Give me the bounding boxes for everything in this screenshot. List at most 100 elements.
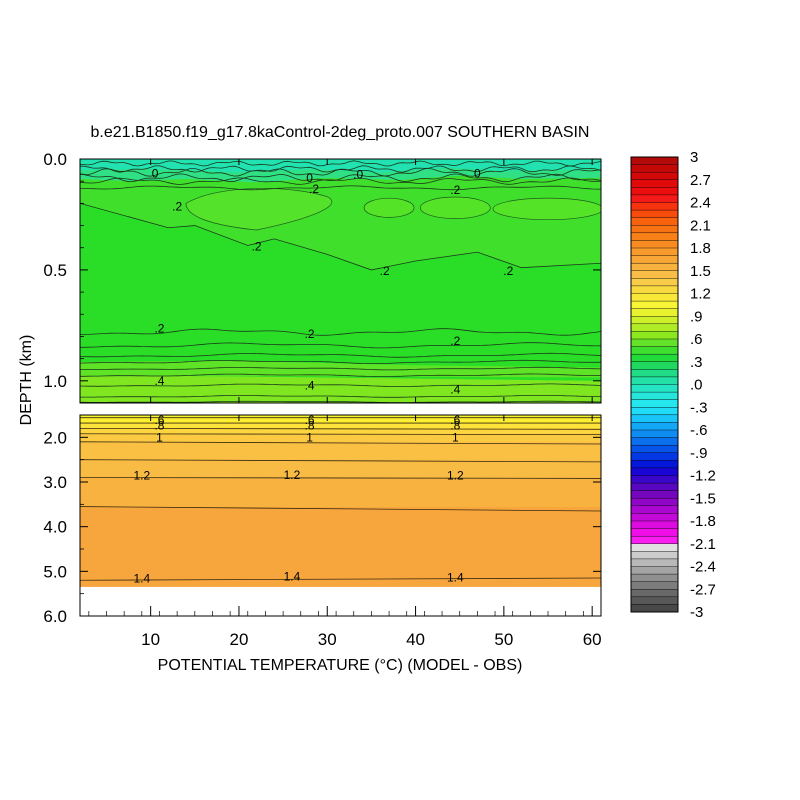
colorbar-label: -2.1 <box>690 536 716 553</box>
colorbar-box <box>630 164 679 173</box>
fill-patch-big <box>185 187 333 231</box>
contour-label: 1 <box>156 430 163 444</box>
colorbar-label: -1.2 <box>690 468 716 485</box>
fill-lower-band-1 <box>80 417 601 424</box>
colorbar-box <box>630 270 679 279</box>
colorbar-box <box>630 551 679 560</box>
upper-contour-lines <box>80 160 601 403</box>
fill-patch-3 <box>492 197 601 221</box>
contour-label: .4 <box>305 378 315 392</box>
contour-label: .8 <box>450 419 460 433</box>
colorbar-box <box>630 520 679 529</box>
colorbar-box <box>630 566 679 575</box>
colorbar-box <box>630 278 679 287</box>
upper-frame <box>79 158 602 404</box>
upper-contour-line-6 <box>80 328 601 336</box>
contour-label: .2 <box>450 183 460 197</box>
lower-contour-labels: .6.6.6.8.8.81 1 11.2 1.2 1.21.4 1.4 1.4 <box>133 413 464 585</box>
fill-lower-band-3 <box>80 428 601 435</box>
colorbar-frame <box>630 156 679 613</box>
y-tick-label: 0.5 <box>43 261 67 280</box>
colorbar-box <box>630 482 679 492</box>
colorbar-box <box>630 528 679 537</box>
colorbar-box <box>630 391 679 401</box>
colorbar-box <box>630 581 679 590</box>
colorbar-box <box>630 232 679 241</box>
y-tick-label: 5.0 <box>43 562 67 581</box>
x-tick-label: 50 <box>494 630 513 649</box>
contour-label: .6 <box>154 413 164 427</box>
lower-panel: .6.6.6.8.8.81 1 11.2 1.2 1.21.4 1.4 1.4 2.03.0… <box>43 159 602 649</box>
contour-label: .4 <box>450 383 460 397</box>
contour-label: .2 <box>380 264 390 278</box>
colorbar-box <box>630 171 679 181</box>
contour-label: 1.2 <box>133 469 150 483</box>
fill-green-band-2 <box>80 360 601 378</box>
contour-label: .2 <box>252 240 262 254</box>
colorbar-box <box>630 225 679 234</box>
colorbar-box <box>630 414 679 423</box>
colorbar-box <box>630 308 679 317</box>
upper-contour-labels: 0 0.0 0.2.2.2.2.2.2.2.2.2.4.4.4 <box>152 166 514 396</box>
contour-label: 1.4 <box>133 571 150 585</box>
contour-label: 0 <box>306 171 313 185</box>
colorbar-box <box>630 422 679 431</box>
colorbar-boxes <box>630 156 679 613</box>
colorbar-box <box>630 247 679 256</box>
y-tick-label: 4.0 <box>43 518 67 537</box>
colorbar-box <box>630 376 679 385</box>
contour-label: 1.4 <box>447 571 464 585</box>
colorbar-box <box>630 217 679 226</box>
colorbar-box <box>630 255 679 264</box>
contour-label: 1.2 <box>284 468 301 482</box>
fill-lower-band-6 <box>80 459 601 479</box>
colorbar-label: 1.5 <box>690 263 711 280</box>
colorbar-label: .3 <box>690 354 703 371</box>
colorbar-box <box>630 513 679 522</box>
colorbar-box <box>630 285 679 294</box>
colorbar-box <box>630 369 679 378</box>
colorbar-label: .9 <box>690 308 703 325</box>
colorbar-label: -1.5 <box>690 490 716 507</box>
lower-contour-line-3 <box>80 433 601 436</box>
colorbar-box <box>630 452 679 461</box>
contour-label: .6 <box>450 413 460 427</box>
colorbar-box <box>630 437 679 446</box>
colorbar-label: -.6 <box>690 422 708 439</box>
upper-contour-line-9 <box>80 359 601 364</box>
x-tick-label: 40 <box>406 630 425 649</box>
x-tick-label: 30 <box>318 630 337 649</box>
upper-contour-line-12 <box>80 383 601 388</box>
lower-contour-line-6 <box>80 477 601 479</box>
colorbar-box <box>630 209 679 219</box>
colorbar-label: -2.7 <box>690 581 716 598</box>
upper-contour-line-4 <box>80 177 601 185</box>
contour-label: .8 <box>305 419 315 433</box>
contour-label: .2 <box>305 327 315 341</box>
colorbar-box <box>630 346 679 355</box>
upper-contour-line-0 <box>80 160 601 167</box>
upper-contour-line-14 <box>80 400 601 403</box>
colorbar-box <box>630 323 679 332</box>
colorbar-box <box>630 300 679 310</box>
contour-label: 0 <box>474 166 481 180</box>
x-tick-label: 20 <box>229 630 248 649</box>
colorbar-box <box>630 262 679 272</box>
contour-label: .2 <box>450 334 460 348</box>
contour-label: .0 <box>353 168 363 182</box>
y-tick-label: 6.0 <box>43 607 67 626</box>
contour-label: 1.4 <box>284 570 301 584</box>
colorbar-box <box>630 361 679 370</box>
contour-label: .4 <box>154 374 164 388</box>
colorbar-box <box>630 156 679 165</box>
colorbar-box <box>630 384 679 393</box>
colorbar-box <box>630 498 679 507</box>
colorbar-box <box>630 596 679 605</box>
lower-fills <box>80 415 601 616</box>
fill-seafloor <box>80 586 601 616</box>
x-tick-label: 10 <box>141 630 160 649</box>
upper-contour-line-8 <box>80 352 601 358</box>
contour-label: .2 <box>309 182 319 196</box>
colorbar-box <box>630 429 679 438</box>
colorbar-box <box>630 240 679 249</box>
